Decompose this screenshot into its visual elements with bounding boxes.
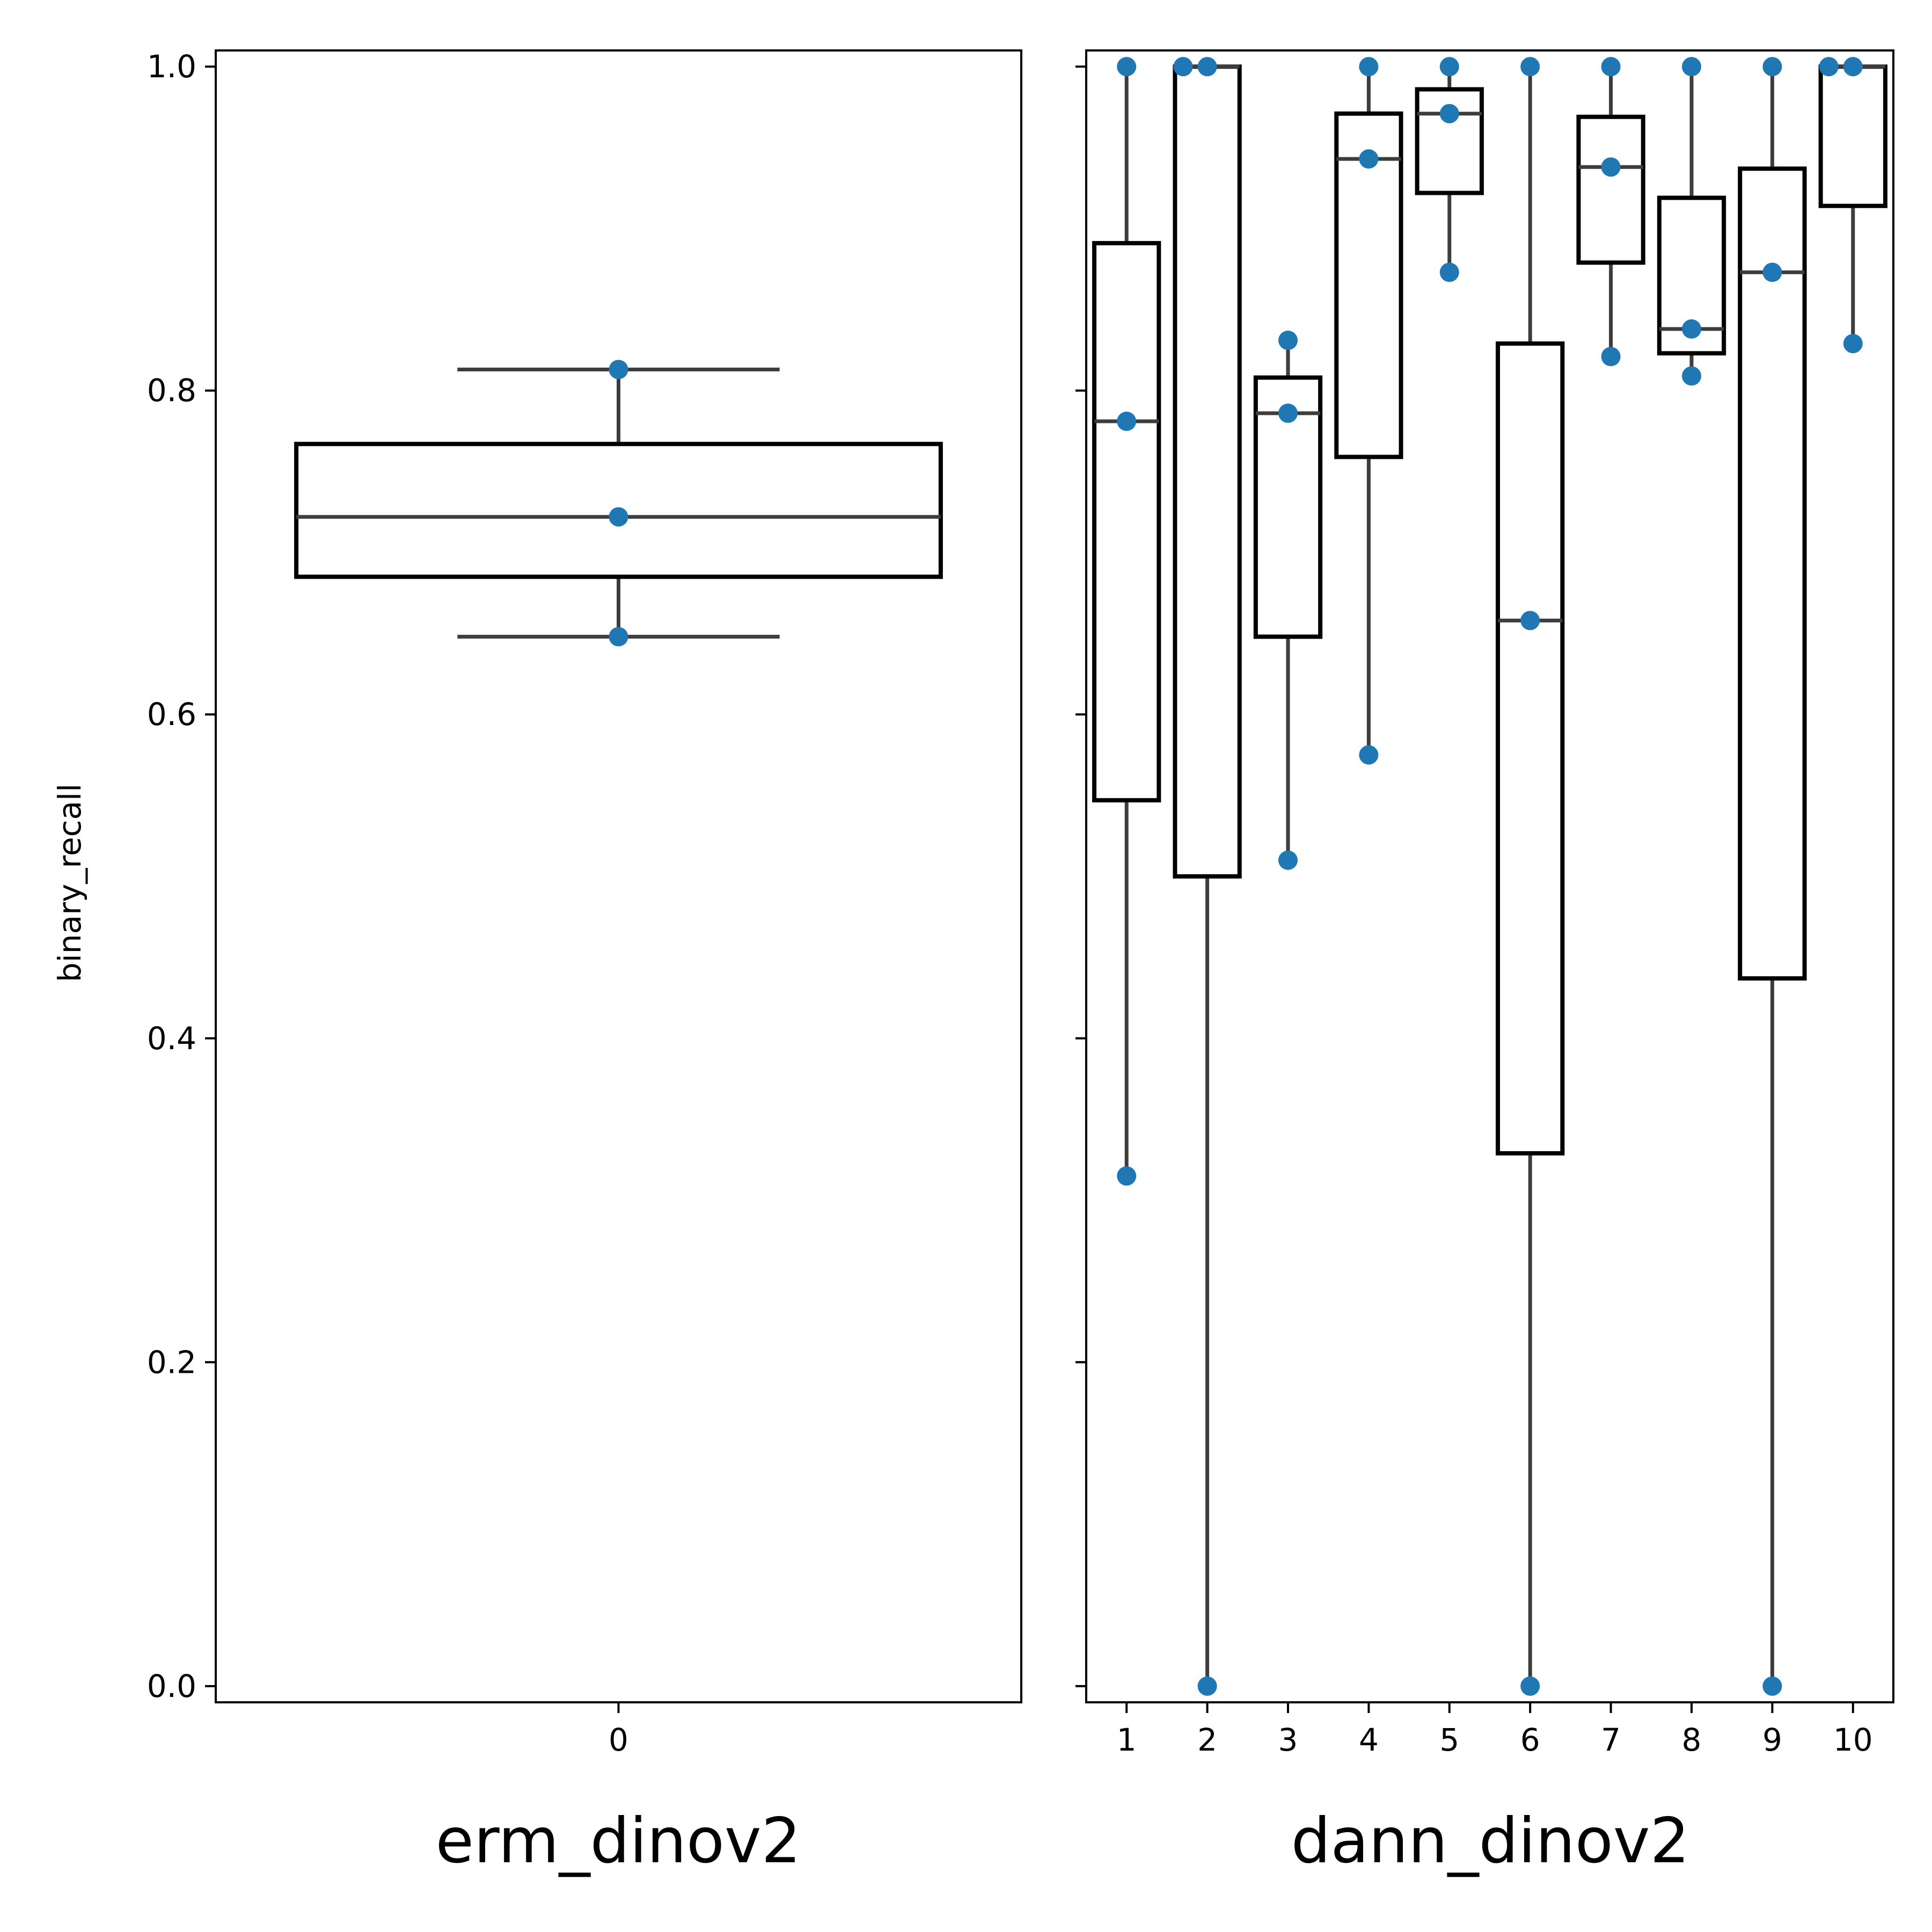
box-body: [1173, 64, 1242, 879]
x-axis-title-erm-dinov2: erm_dinov2: [436, 1805, 801, 1877]
y-tick-label: 0.2: [147, 1344, 196, 1380]
data-point: [1682, 319, 1701, 339]
x-tick-label: 7: [1601, 1722, 1621, 1758]
y-tick-label: 0.0: [147, 1668, 196, 1704]
data-point: [1359, 57, 1379, 77]
data-point: [1520, 57, 1540, 77]
data-point: [1762, 57, 1782, 77]
x-axis-title-dann-dinov2: dann_dinov2: [1291, 1805, 1690, 1877]
box-group-9: [1738, 57, 1807, 1696]
panel-dann-dinov2-axes: 1 2 3 4 5 6 7 8 9 10: [1075, 49, 1894, 1758]
x-tick-label: 0: [609, 1722, 628, 1758]
x-tick-label: 9: [1762, 1722, 1782, 1758]
box-body: [1334, 111, 1403, 459]
data-point: [1117, 1166, 1137, 1186]
data-point: [1439, 262, 1459, 282]
box-group-4: [1334, 57, 1403, 765]
box-body: [1818, 64, 1887, 208]
axes-frame: [215, 49, 1022, 1703]
axes-frame: [1085, 49, 1894, 1703]
data-point: [1278, 850, 1298, 870]
box-group-3: [1253, 331, 1323, 870]
box-group-1: [1092, 57, 1161, 1186]
data-point: [1762, 1676, 1782, 1696]
data-point: [1117, 412, 1137, 431]
data-point: [1439, 104, 1459, 123]
data-point: [1601, 347, 1621, 367]
x-tick-label: 6: [1520, 1722, 1540, 1758]
data-point: [1520, 611, 1540, 631]
data-point: [1197, 1676, 1217, 1696]
y-tick-label: 1.0: [147, 48, 196, 85]
x-tick-label: 4: [1359, 1722, 1379, 1758]
data-point: [1359, 745, 1379, 765]
data-point: [1117, 57, 1137, 77]
data-point: [1843, 334, 1863, 354]
data-point: [1682, 366, 1701, 386]
data-point: [609, 507, 628, 527]
panel-erm-dinov2: 0.0 0.2 0.4 0.6 0.8 1.0 0 binary_recall erm_di…: [52, 48, 1022, 1877]
x-tick-label: 5: [1439, 1722, 1459, 1758]
box-group-5: [1415, 57, 1484, 282]
box-body: [1415, 87, 1484, 195]
box-group-8: [1657, 57, 1726, 386]
box-group-10: [1818, 57, 1887, 354]
data-point: [1520, 1676, 1540, 1696]
box-group-2: [1173, 57, 1242, 1696]
box-body: [1092, 241, 1161, 803]
data-point: [609, 360, 628, 379]
data-point: [1173, 57, 1193, 77]
y-tick-label: 0.6: [147, 696, 196, 733]
data-point: [1359, 149, 1379, 169]
x-tick-label: 10: [1833, 1722, 1873, 1758]
data-point: [609, 627, 628, 647]
panel-dann-dinov2-marks: [1092, 57, 1887, 1696]
box-body: [1496, 341, 1565, 1156]
x-tick-label: 3: [1278, 1722, 1298, 1758]
data-point: [1601, 157, 1621, 177]
data-point: [1197, 57, 1217, 77]
x-tick-label: 2: [1197, 1722, 1217, 1758]
data-point: [1682, 57, 1701, 77]
data-point: [1601, 57, 1621, 77]
box-group-0: [294, 360, 943, 647]
y-tick-label: 0.4: [147, 1020, 196, 1057]
y-tick-label: 0.8: [147, 372, 196, 409]
box-group-7: [1576, 57, 1645, 367]
panel-erm-dinov2-marks: [294, 360, 943, 647]
box-body: [1738, 166, 1807, 981]
x-tick-label: 1: [1117, 1722, 1137, 1758]
data-point: [1278, 403, 1298, 423]
y-axis-label: binary_recall: [52, 784, 88, 982]
panel-dann-dinov2: 1 2 3 4 5 6 7 8 9 10 dann_dinov2: [1075, 49, 1894, 1877]
panel-erm-dinov2-axes: 0.0 0.2 0.4 0.6 0.8 1.0 0: [147, 48, 1022, 1758]
data-point: [1439, 57, 1459, 77]
data-point: [1819, 57, 1839, 77]
box-body: [1576, 114, 1645, 265]
x-tick-label: 8: [1682, 1722, 1702, 1758]
data-point: [1762, 262, 1782, 282]
box-group-6: [1496, 57, 1565, 1696]
data-point: [1843, 57, 1863, 77]
data-point: [1278, 331, 1298, 350]
